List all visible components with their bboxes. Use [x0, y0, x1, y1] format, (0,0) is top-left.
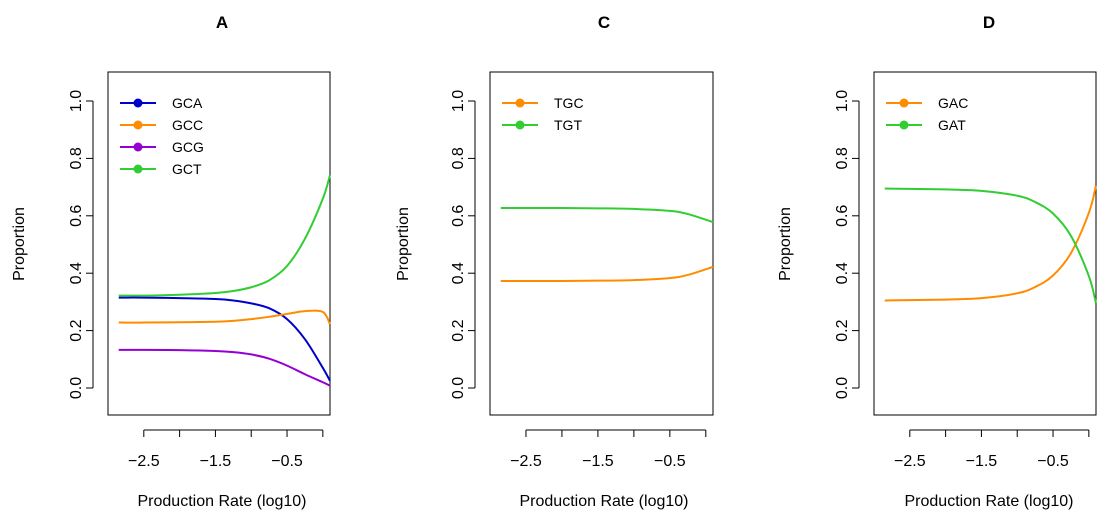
x-tick-label: −0.5 — [654, 453, 686, 470]
series-line-gct — [118, 174, 331, 297]
y-tick-label: 0.0 — [68, 377, 85, 399]
legend-label: GCA — [172, 95, 203, 111]
series-layer — [118, 174, 331, 387]
x-tick-label: −1.5 — [582, 453, 614, 470]
legend-label: GAC — [938, 95, 968, 111]
y-tick-label: 0.6 — [834, 205, 851, 227]
y-axis-label: Proportion — [777, 207, 794, 281]
y-axis: 0.0 0.2 0.4 0.6 0.8 1.0 — [834, 90, 860, 399]
legend-marker — [899, 120, 909, 130]
y-tick-label: 0.0 — [834, 377, 851, 399]
legend-marker — [515, 98, 525, 108]
series-line-tgc — [500, 265, 714, 282]
x-tick-label: −2.5 — [128, 453, 160, 470]
y-tick-label: 0.8 — [450, 147, 467, 169]
y-axis-label: Proportion — [11, 207, 28, 281]
panel-d: D Production Rate (log10) Proportion −2.… — [777, 13, 1097, 510]
legend-label: TGC — [554, 95, 584, 111]
x-axis: −2.5 −1.5 −0.5 — [128, 429, 324, 470]
x-axis: −2.5 −1.5 −0.5 — [510, 429, 707, 470]
legend-label: GAT — [938, 117, 966, 133]
y-tick-label: 0.2 — [450, 319, 467, 341]
series-layer — [500, 207, 714, 282]
x-tick-label: −1.5 — [966, 453, 998, 470]
legend-marker — [133, 120, 143, 130]
y-tick-label: 1.0 — [834, 90, 851, 112]
y-tick-label: 0.0 — [450, 377, 467, 399]
series-line-gcc — [118, 309, 331, 325]
panel-title: A — [216, 13, 228, 32]
x-tick-label: −1.5 — [200, 453, 232, 470]
y-tick-label: 0.4 — [834, 262, 851, 284]
x-axis-label: Production Rate (log10) — [905, 493, 1074, 510]
y-tick-label: 0.8 — [834, 147, 851, 169]
y-tick-label: 0.6 — [450, 205, 467, 227]
series-line-gcg — [118, 348, 331, 387]
x-axis: −2.5 −1.5 −0.5 — [894, 429, 1090, 470]
legend-marker — [133, 98, 143, 108]
y-axis: 0.0 0.2 0.4 0.6 0.8 1.0 — [450, 90, 476, 399]
panel-a: A Production Rate (log10) Proportion −2.… — [11, 13, 331, 510]
y-axis-label: Proportion — [395, 207, 412, 281]
y-tick-label: 0.2 — [834, 319, 851, 341]
y-tick-label: 0.6 — [68, 205, 85, 227]
y-tick-label: 0.4 — [68, 262, 85, 284]
legend-marker — [133, 164, 143, 174]
series-line-tgt — [500, 207, 714, 224]
legend-marker — [515, 120, 525, 130]
legend-label: GCT — [172, 161, 202, 177]
x-tick-label: −0.5 — [271, 453, 303, 470]
y-tick-label: 0.8 — [68, 147, 85, 169]
legend-marker — [899, 98, 909, 108]
plot-frame — [107, 71, 331, 416]
x-axis-label: Production Rate (log10) — [138, 493, 307, 510]
y-tick-label: 0.4 — [450, 262, 467, 284]
legend: GCA GCC GCG GCT — [120, 95, 204, 177]
y-axis: 0.0 0.2 0.4 0.6 0.8 1.0 — [68, 90, 94, 399]
legend-label: GCC — [172, 117, 203, 133]
x-tick-label: −2.5 — [894, 453, 926, 470]
series-line-gac — [884, 185, 1097, 302]
legend-marker — [133, 142, 143, 152]
y-tick-label: 1.0 — [450, 90, 467, 112]
legend: TGC TGT — [502, 95, 584, 133]
legend-label: TGT — [554, 117, 582, 133]
plot-frame — [873, 71, 1097, 416]
x-tick-label: −0.5 — [1037, 453, 1069, 470]
panel-title: C — [598, 13, 610, 32]
series-line-gca — [118, 296, 331, 382]
x-tick-label: −2.5 — [510, 453, 542, 470]
series-line-gat — [884, 187, 1097, 304]
y-tick-label: 1.0 — [68, 90, 85, 112]
legend-label: GCG — [172, 139, 204, 155]
panel-title: D — [983, 13, 995, 32]
series-layer — [884, 185, 1097, 304]
y-tick-label: 0.2 — [68, 319, 85, 341]
plot-frame — [489, 71, 714, 416]
x-axis-label: Production Rate (log10) — [520, 493, 689, 510]
legend: GAC GAT — [886, 95, 968, 133]
panel-c: C Production Rate (log10) Proportion −2.… — [395, 13, 714, 510]
